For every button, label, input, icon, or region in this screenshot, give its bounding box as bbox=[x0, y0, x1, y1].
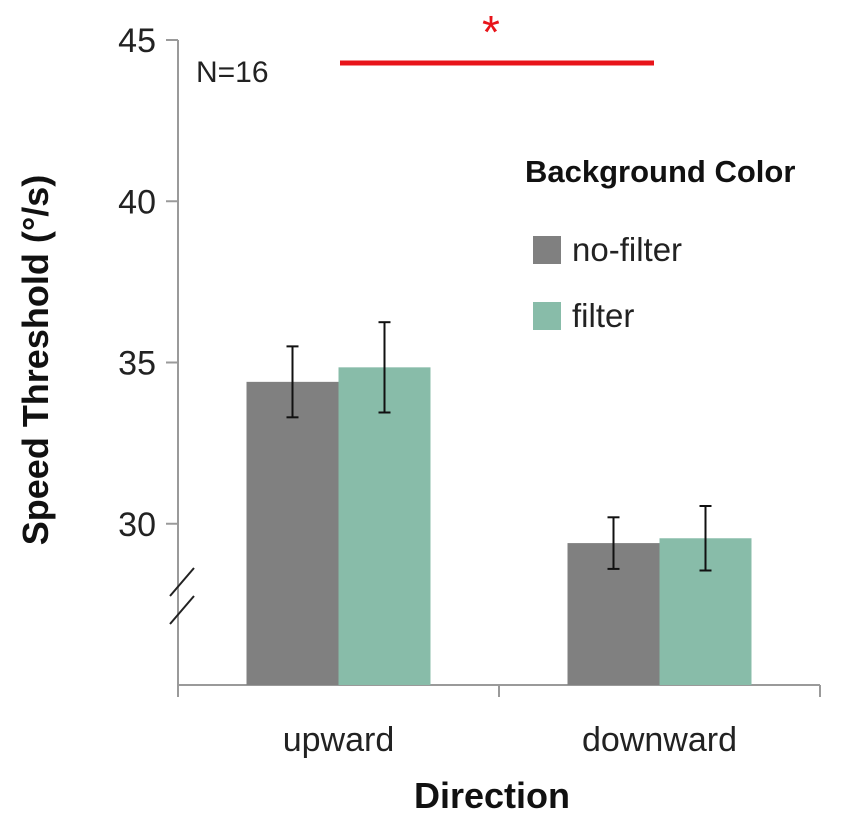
axis-break-mark bbox=[169, 567, 195, 597]
legend-title: Background Color bbox=[525, 154, 795, 189]
labels: 30 35 40 45 upward downward Direction Speed Thr… bbox=[15, 22, 737, 816]
error-bars bbox=[286, 321, 712, 572]
sample-size-annotation: N=16 bbox=[196, 56, 269, 89]
legend: Background Color no-filter filter bbox=[525, 154, 795, 334]
y-tick-label: 45 bbox=[118, 22, 156, 60]
annotations: N=16 * bbox=[196, 6, 654, 89]
axis-break-mark bbox=[169, 595, 195, 625]
legend-swatch-filter bbox=[533, 302, 561, 330]
bar-filter-upward bbox=[338, 367, 431, 685]
x-category-label: downward bbox=[582, 721, 737, 759]
x-axis-title: Direction bbox=[414, 775, 570, 816]
legend-label: filter bbox=[572, 297, 634, 334]
y-tick-label: 35 bbox=[118, 345, 156, 383]
y-tick-label: 30 bbox=[118, 506, 156, 544]
x-category-label: upward bbox=[283, 721, 395, 759]
significance-star: * bbox=[482, 6, 500, 58]
legend-label: no-filter bbox=[572, 231, 682, 268]
y-axis-title: Speed Threshold (°/s) bbox=[15, 175, 56, 545]
legend-swatch-no-filter bbox=[533, 236, 561, 264]
bar-no-filter-upward bbox=[246, 381, 339, 685]
bars bbox=[246, 367, 752, 685]
y-tick-label: 40 bbox=[118, 183, 156, 221]
